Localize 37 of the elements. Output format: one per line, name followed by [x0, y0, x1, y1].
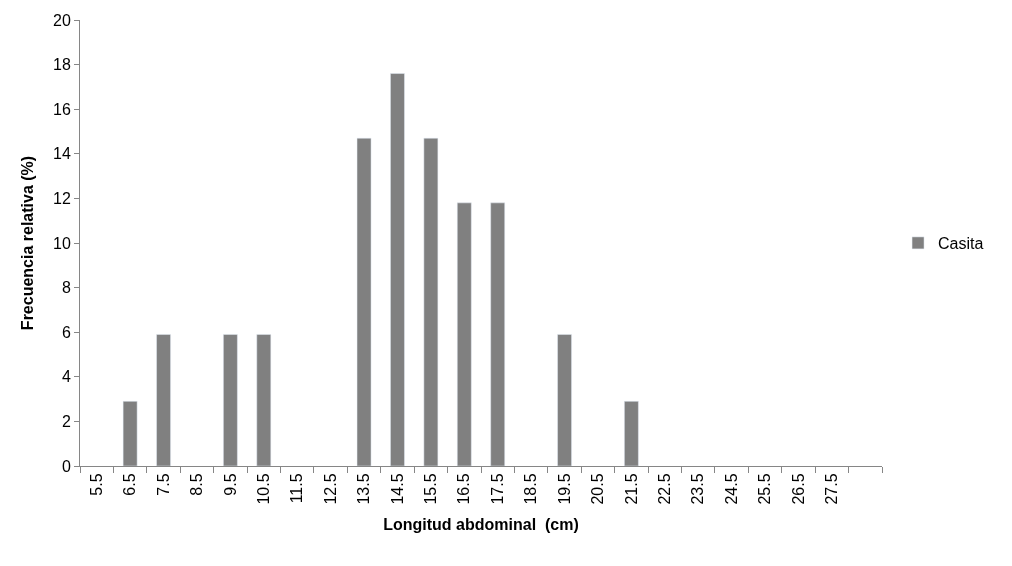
y-tick-label: 8 [61, 279, 71, 297]
x-tick-label: 10.5 [254, 473, 272, 505]
x-tick-label: 17.5 [488, 473, 506, 505]
legend-label: Casita [938, 235, 984, 253]
x-tick-label: 16.5 [455, 473, 473, 505]
x-tick-label: 20.5 [589, 473, 607, 505]
y-tick-label: 4 [61, 368, 71, 386]
x-axis-title: Longitud abdominal (cm) [383, 516, 579, 534]
x-tick-label: 12.5 [321, 473, 339, 505]
x-tick-label: 25.5 [756, 473, 774, 505]
x-tick-label: 8.5 [188, 473, 206, 496]
x-tick-label: 9.5 [221, 473, 239, 496]
x-tick-label: 26.5 [789, 473, 807, 505]
x-tick-label: 7.5 [154, 473, 172, 496]
x-tick-label: 13.5 [355, 473, 373, 505]
x-tick-label: 27.5 [823, 473, 841, 505]
y-axis-title: Frecuencia relativa (%) [18, 155, 36, 331]
x-tick-label: 21.5 [622, 473, 640, 505]
x-tick-label: 19.5 [555, 473, 573, 505]
y-tick-label: 6 [61, 323, 71, 341]
y-tick-label: 2 [61, 413, 71, 430]
y-tick-label: 10 [53, 234, 71, 252]
x-tick-label: 6.5 [121, 473, 139, 496]
x-tick-label: 14.5 [388, 473, 406, 505]
y-tick-label: 14 [53, 145, 71, 163]
x-tick-label: 23.5 [689, 473, 707, 505]
x-tick-label: 11.5 [288, 473, 306, 504]
x-tick-label: 15.5 [422, 473, 440, 505]
x-tick-label: 5.5 [87, 473, 105, 496]
y-tick-label: 0 [61, 457, 71, 475]
y-tick-label: 18 [53, 56, 71, 74]
y-tick-label: 16 [53, 100, 71, 118]
y-tick-label: 20 [53, 11, 71, 29]
x-tick-label: 18.5 [522, 473, 540, 505]
y-tick-label: 12 [53, 190, 71, 207]
x-tick-label: 22.5 [655, 473, 673, 505]
x-tick-label: 24.5 [722, 473, 740, 505]
